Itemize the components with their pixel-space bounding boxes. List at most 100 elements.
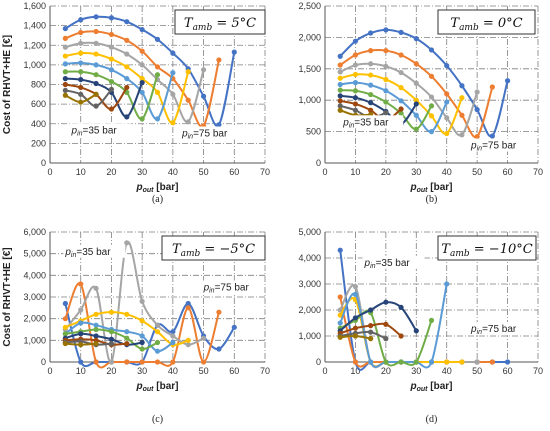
series-point xyxy=(444,63,450,69)
pin-annotation: pin=75 bar xyxy=(470,324,517,336)
x-tick-label: 20 xyxy=(106,366,116,376)
series-point xyxy=(124,311,130,317)
series-point xyxy=(398,106,404,112)
series-point xyxy=(216,122,222,128)
series-point xyxy=(444,130,450,137)
series-point xyxy=(108,31,115,38)
series-point xyxy=(398,85,404,91)
series-point xyxy=(368,323,374,329)
series-point xyxy=(62,331,68,337)
series-point xyxy=(108,329,115,335)
series-point xyxy=(413,36,419,42)
series-point xyxy=(459,83,465,89)
series-point xyxy=(337,53,343,59)
series-point xyxy=(352,107,359,113)
y-tick-label: 600 xyxy=(31,99,46,109)
series-point xyxy=(459,132,465,138)
series-point xyxy=(428,359,435,365)
annotation-p: p xyxy=(71,126,78,137)
y-tick-label: 1,000 xyxy=(298,95,321,105)
annotation-bg xyxy=(69,123,132,137)
series-point xyxy=(413,126,419,132)
series-point xyxy=(93,340,99,347)
x-axis-label: pout [bar] xyxy=(136,381,179,393)
series-point xyxy=(231,324,237,330)
series-point xyxy=(62,76,68,82)
y-tick-label: 2,000 xyxy=(23,314,46,324)
series-point xyxy=(352,359,359,365)
y-tick-label: 4,000 xyxy=(23,270,46,280)
series-point xyxy=(139,76,145,82)
title-main: T xyxy=(172,242,182,257)
series-point xyxy=(78,307,84,313)
series-point xyxy=(170,339,176,346)
x-tick-label: 20 xyxy=(381,366,391,376)
series-point xyxy=(216,346,222,352)
x-tick-label: 40 xyxy=(168,167,178,177)
series-point xyxy=(352,95,359,101)
series-point xyxy=(62,92,68,98)
series-point xyxy=(352,325,359,331)
x-tick-label: 40 xyxy=(442,366,452,376)
series-point xyxy=(185,119,191,125)
series-point xyxy=(504,359,511,365)
series-point xyxy=(62,25,68,32)
series-point xyxy=(93,103,99,109)
title-main: T xyxy=(184,16,194,31)
series-point xyxy=(124,84,130,91)
series-point xyxy=(398,98,404,104)
series-point xyxy=(368,107,374,113)
series-point xyxy=(93,311,99,317)
annotation-p: p xyxy=(342,117,349,128)
series-point xyxy=(474,89,480,95)
y-tick-label: 2,000 xyxy=(298,32,321,42)
y-tick-label: 3,000 xyxy=(23,292,46,302)
series-point xyxy=(337,334,343,340)
annotation-sub: in xyxy=(349,122,355,129)
series-point xyxy=(170,359,176,365)
series-point xyxy=(139,26,145,33)
panel-label: (d) xyxy=(426,414,438,425)
series-point xyxy=(124,51,130,57)
series-point xyxy=(93,80,99,87)
y-tick-label: 400 xyxy=(31,119,46,129)
series-point xyxy=(368,100,374,106)
series-point xyxy=(108,359,115,365)
y-tick-label: 800 xyxy=(31,80,46,90)
series-point xyxy=(154,339,161,346)
x-tick-label: 40 xyxy=(168,366,178,376)
series-point xyxy=(124,329,130,335)
series-point xyxy=(383,336,389,342)
x-tick-label: 10 xyxy=(350,366,360,376)
series-point xyxy=(352,38,359,44)
series-line-9 xyxy=(340,330,387,340)
x-tick-label: 70 xyxy=(533,167,543,177)
series-point xyxy=(368,91,374,98)
x-tick-label: 70 xyxy=(533,366,543,376)
series-point xyxy=(139,318,145,324)
series-point xyxy=(398,304,404,310)
x-tick-label: 0 xyxy=(322,366,327,376)
x-tick-label: 50 xyxy=(199,167,209,177)
series-point xyxy=(337,98,343,104)
annotation-sub: in xyxy=(477,146,483,153)
x-tick-label: 20 xyxy=(106,167,116,177)
series-point xyxy=(78,29,84,36)
series-point xyxy=(352,88,359,94)
series-point xyxy=(413,101,419,107)
chart-title: Tamb = −10°C xyxy=(441,242,532,259)
chart-title: Tamb = 5°C xyxy=(184,16,256,33)
series-point xyxy=(139,333,145,339)
series-point xyxy=(337,75,343,81)
series-point xyxy=(78,76,84,83)
panel-label: (c) xyxy=(152,414,163,425)
y-axis-label: Cost of RHVT+HE [€] xyxy=(2,247,13,346)
annotation-value: =75 bar xyxy=(215,283,250,294)
series-point xyxy=(337,69,343,75)
x-tick-label: 30 xyxy=(137,366,147,376)
xlabel-sub: out xyxy=(143,386,155,393)
series-point xyxy=(108,56,115,62)
series-point xyxy=(352,71,359,78)
series-point xyxy=(337,93,343,99)
series-point xyxy=(474,359,480,365)
